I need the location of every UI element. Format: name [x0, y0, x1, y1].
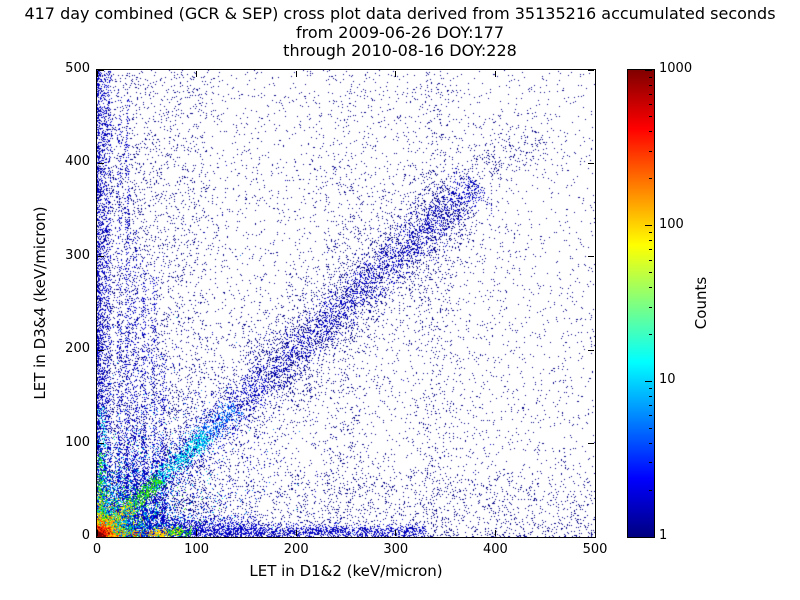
scatter-plot-canvas — [97, 70, 595, 537]
colorbar-minor-tick-mark — [649, 442, 652, 444]
colorbar-minor-tick-mark — [649, 427, 652, 429]
x-tick-label: 0 — [92, 542, 102, 557]
colorbar-minor-tick-mark — [649, 150, 652, 152]
colorbar-tick-mark — [645, 69, 652, 71]
y-tick-mark — [98, 349, 104, 351]
x-tick-mark — [594, 530, 596, 536]
y-tick-label: 200 — [65, 341, 90, 357]
colorbar-minor-tick-mark — [649, 333, 652, 335]
plot-title-line-1: 417 day combined (GCR & SEP) cross plot … — [24, 4, 776, 23]
y-tick-mark — [588, 536, 594, 538]
y-tick-mark — [98, 256, 104, 258]
y-tick-label: 0 — [81, 528, 90, 543]
colorbar-minor-tick-mark — [649, 306, 652, 308]
colorbar-minor-tick-mark — [649, 249, 652, 251]
colorbar-minor-tick-mark — [649, 131, 652, 133]
colorbar-minor-tick-mark — [649, 178, 652, 180]
x-tick-mark — [594, 71, 596, 77]
colorbar-tick-mark — [645, 380, 652, 382]
x-tick-label: 300 — [383, 542, 409, 557]
colorbar-minor-tick-mark — [649, 76, 652, 78]
x-tick-mark — [395, 530, 397, 536]
colorbar-minor-tick-mark — [649, 387, 652, 389]
y-axis-label: LET in D3&4 (keV/micron) — [31, 206, 49, 400]
colorbar-tick-mark — [645, 225, 652, 227]
x-tick-mark — [96, 71, 98, 77]
x-tick-mark — [295, 71, 297, 77]
y-tick-mark — [588, 349, 594, 351]
colorbar-tick-label: 1 — [659, 528, 668, 543]
colorbar-minor-tick-mark — [649, 489, 652, 491]
colorbar-tick-label: 10 — [659, 372, 676, 388]
colorbar-minor-tick-mark — [649, 93, 652, 95]
colorbar-minor-tick-mark — [649, 104, 652, 106]
y-tick-mark — [98, 536, 104, 538]
colorbar-minor-tick-mark — [649, 232, 652, 234]
colorbar-minor-tick-mark — [649, 116, 652, 118]
x-tick-label: 500 — [582, 542, 608, 557]
x-tick-label: 100 — [184, 542, 210, 557]
x-tick-mark — [196, 530, 198, 536]
y-tick-mark — [588, 256, 594, 258]
y-tick-mark — [98, 69, 104, 71]
colorbar-label: Counts — [692, 276, 710, 330]
y-tick-label: 400 — [65, 154, 90, 170]
x-axis-label: LET in D1&2 (keV/micron) — [249, 562, 443, 580]
colorbar-minor-tick-mark — [649, 404, 652, 406]
y-tick-mark — [98, 443, 104, 445]
y-tick-mark — [588, 162, 594, 164]
x-tick-label: 200 — [283, 542, 309, 557]
y-tick-mark — [98, 162, 104, 164]
colorbar-tick-mark — [645, 536, 652, 538]
plot-title-line-2: from 2009-06-26 DOY:177 — [295, 23, 504, 42]
colorbar-minor-tick-mark — [649, 287, 652, 289]
colorbar-minor-tick-mark — [649, 415, 652, 417]
colorbar-minor-tick-mark — [649, 240, 652, 242]
x-tick-label: 400 — [482, 542, 508, 557]
x-tick-mark — [494, 71, 496, 77]
colorbar-tick-label: 100 — [659, 216, 684, 232]
plot-area — [96, 69, 596, 538]
colorbar-gradient — [627, 69, 655, 538]
colorbar-minor-tick-mark — [649, 462, 652, 464]
colorbar-minor-tick-mark — [649, 395, 652, 397]
x-tick-mark — [196, 71, 198, 77]
colorbar-minor-tick-mark — [649, 84, 652, 86]
y-tick-label: 300 — [65, 247, 90, 263]
x-tick-mark — [395, 71, 397, 77]
y-tick-label: 100 — [65, 434, 90, 450]
x-tick-mark — [295, 530, 297, 536]
plot-title-line-3: through 2010-08-16 DOY:228 — [283, 41, 517, 60]
x-tick-mark — [96, 530, 98, 536]
y-tick-mark — [588, 69, 594, 71]
y-tick-mark — [588, 443, 594, 445]
y-tick-label: 500 — [65, 61, 90, 76]
colorbar-minor-tick-mark — [649, 259, 652, 261]
colorbar-minor-tick-mark — [649, 272, 652, 274]
x-tick-mark — [494, 530, 496, 536]
colorbar-tick-label: 1000 — [659, 61, 693, 76]
